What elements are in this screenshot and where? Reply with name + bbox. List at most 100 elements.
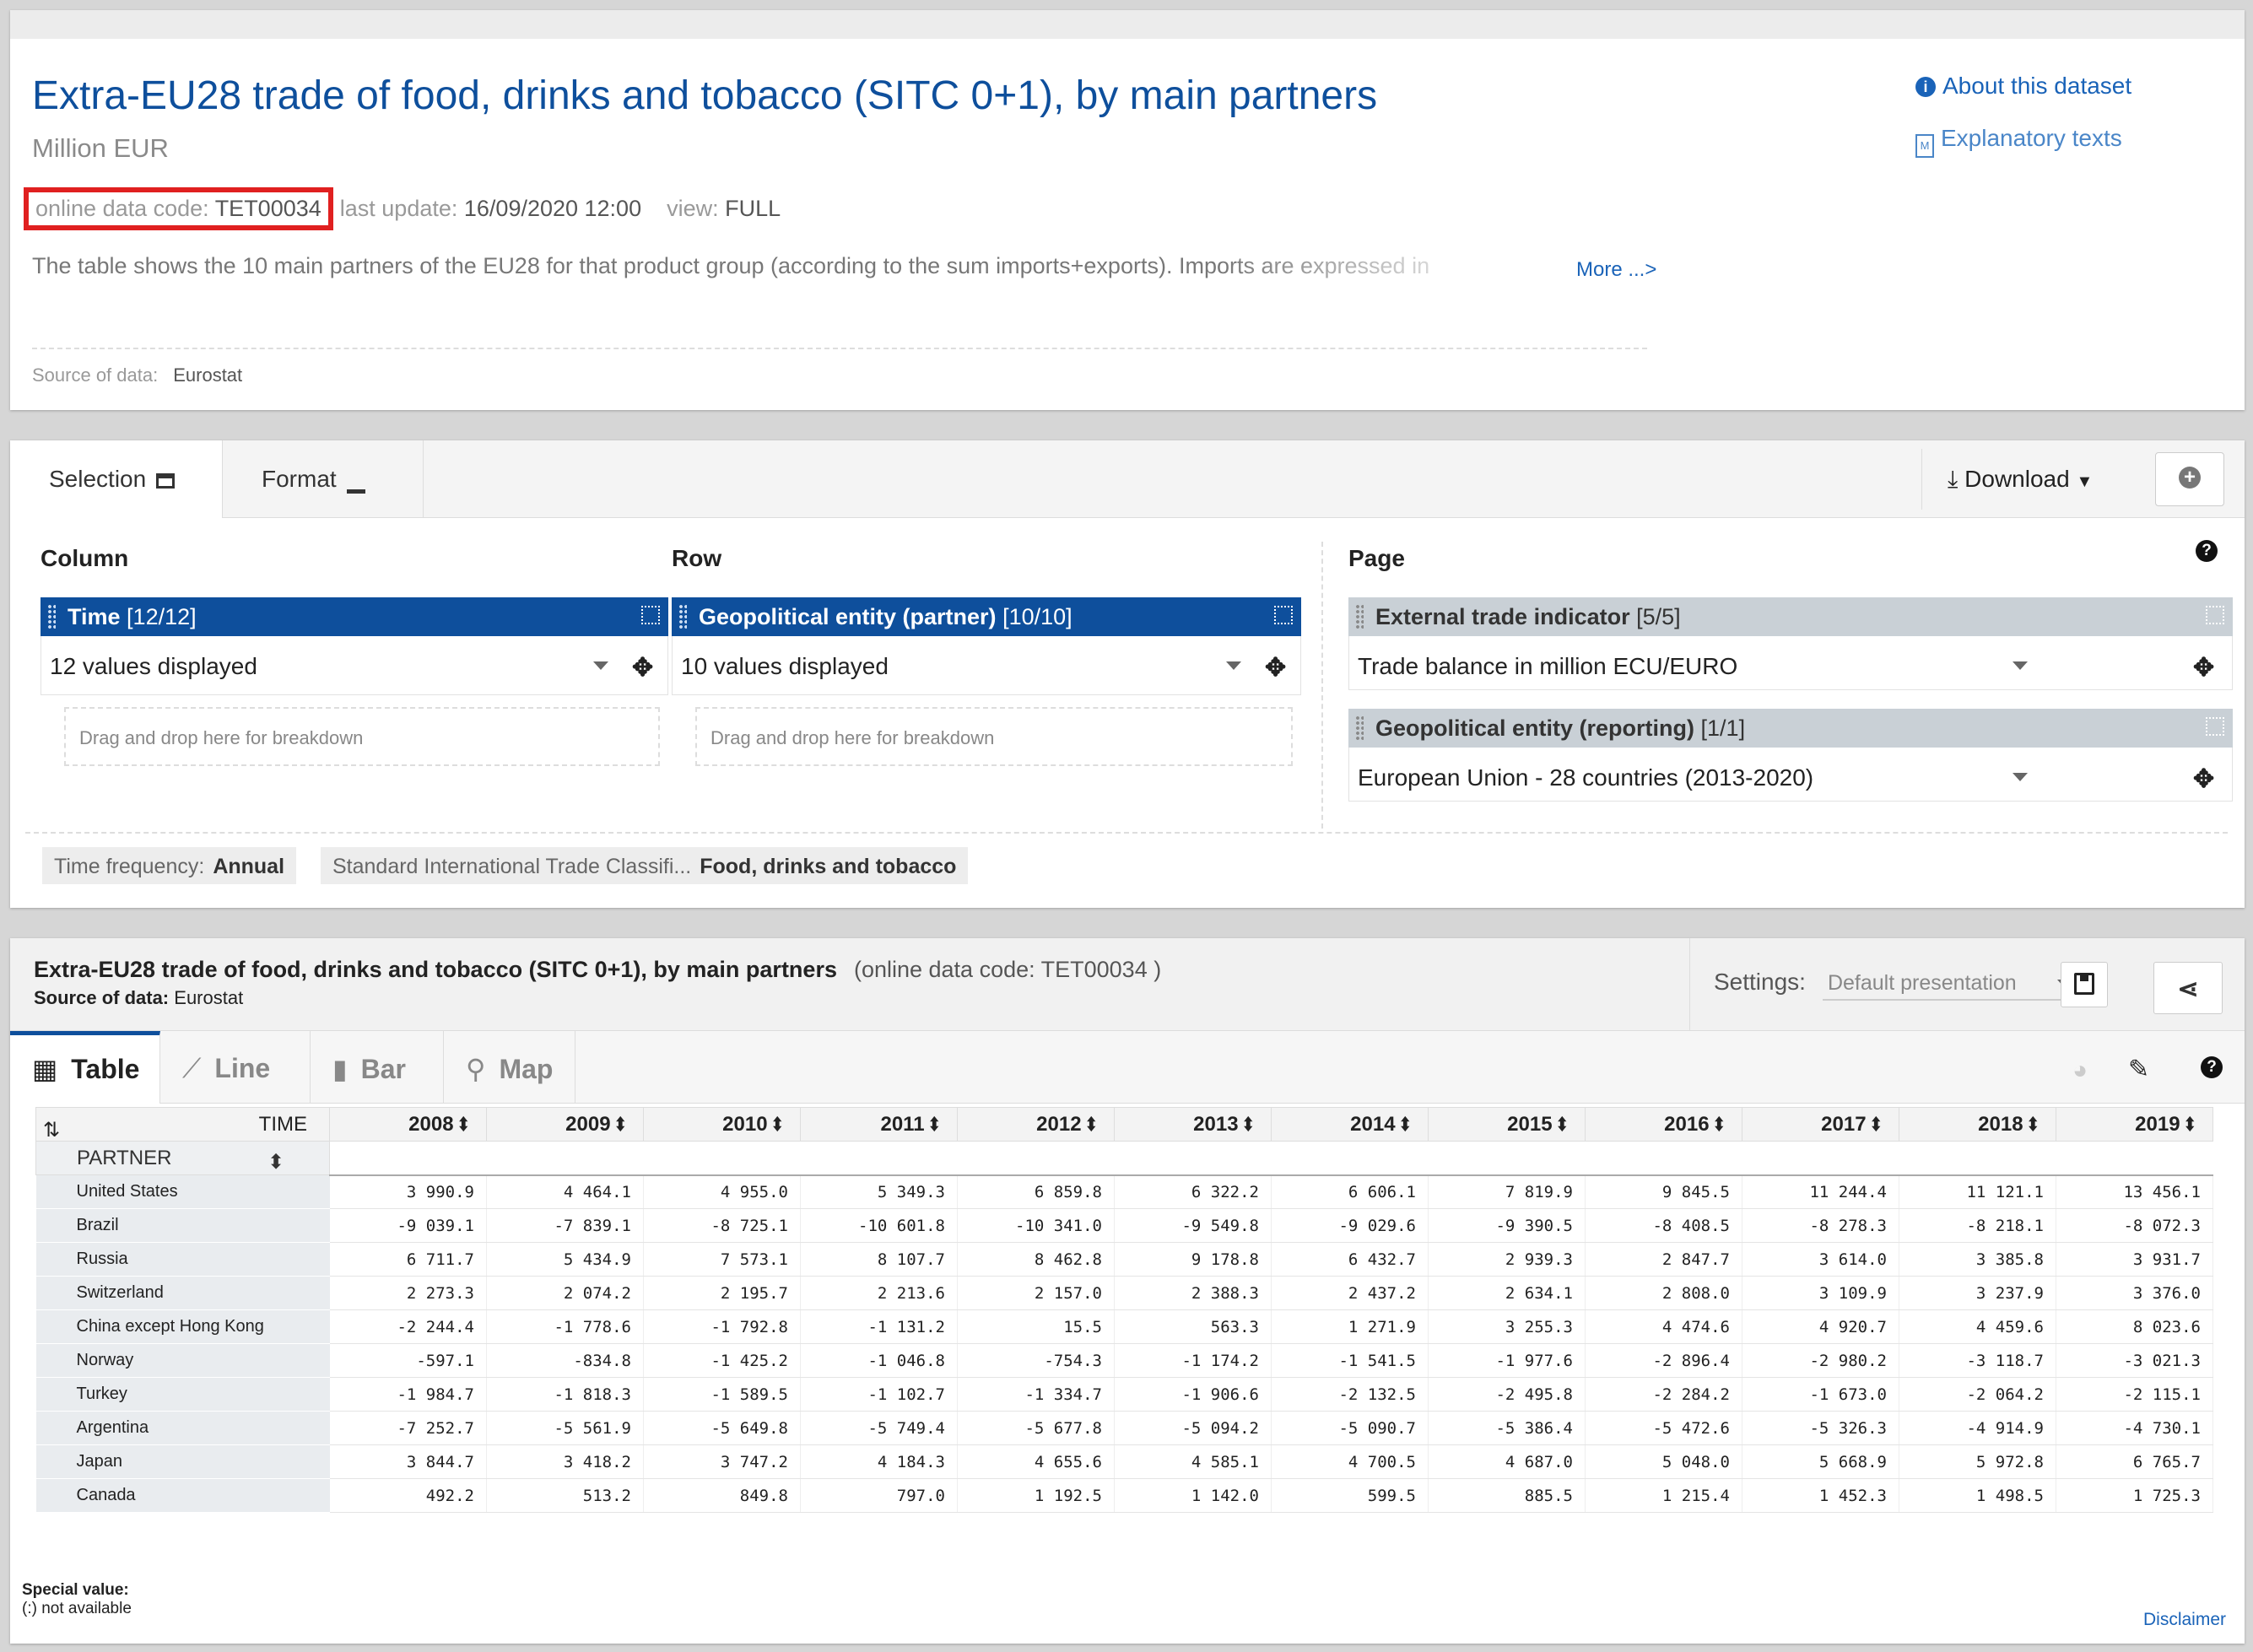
add-button[interactable]: + bbox=[2155, 452, 2224, 506]
time-dimension-header[interactable]: Time [12/12] bbox=[41, 597, 668, 636]
swap-axes-icon[interactable]: ⇅ bbox=[43, 1119, 61, 1142]
divider bbox=[32, 348, 1647, 349]
year-label: 2016 bbox=[1664, 1112, 1710, 1136]
partner-breakdown-dropzone[interactable]: Drag and drop here for breakdown bbox=[695, 707, 1293, 766]
presentation-select[interactable]: Default presentation bbox=[1822, 971, 2076, 1001]
year-header-2014[interactable]: 2014 ⬍ bbox=[1271, 1107, 1429, 1142]
help-icon[interactable]: ? bbox=[2196, 540, 2218, 562]
year-header-2015[interactable]: 2015 ⬍ bbox=[1428, 1107, 1586, 1142]
tab-map[interactable]: ⚲ Map bbox=[444, 1031, 575, 1104]
move-icon[interactable]: ✥ bbox=[632, 654, 654, 682]
time-header-cell: ⇅ TIME bbox=[35, 1107, 330, 1142]
chevron-down-icon[interactable] bbox=[1226, 661, 1241, 670]
download-button[interactable]: ⤓ Download ▼ bbox=[1921, 449, 2117, 510]
chevron-down-icon[interactable] bbox=[2013, 661, 2028, 670]
partner-values-dropdown[interactable]: 10 values displayed ✥ bbox=[672, 636, 1301, 695]
table-cell: -754.3 bbox=[957, 1343, 1115, 1378]
tab-bar[interactable]: ▮ Bar bbox=[311, 1031, 444, 1104]
sort-icon[interactable]: ⬍ bbox=[267, 1151, 285, 1174]
drag-handle-icon[interactable] bbox=[1355, 715, 1364, 741]
chevron-down-icon[interactable] bbox=[593, 661, 608, 670]
table-cell: 599.5 bbox=[1271, 1478, 1429, 1513]
select-all-icon[interactable] bbox=[2206, 606, 2224, 624]
indicator-select[interactable]: Trade balance in million ECU/EURO ✥ bbox=[1348, 636, 2233, 690]
sort-icon[interactable]: ⬍ bbox=[1555, 1113, 1569, 1135]
sitc-chip[interactable]: Standard International Trade Classifi...… bbox=[321, 847, 969, 884]
move-icon[interactable]: ✥ bbox=[2193, 765, 2215, 793]
info-icon: i bbox=[1915, 77, 1936, 97]
sort-icon[interactable]: ⬍ bbox=[927, 1113, 941, 1135]
brush-icon[interactable]: ✎ bbox=[2128, 1055, 2150, 1083]
indicator-dimension-name: External trade indicator bbox=[1375, 604, 1630, 629]
tab-format[interactable]: Format bbox=[223, 440, 424, 518]
about-dataset-link[interactable]: i About this dataset bbox=[1915, 73, 2131, 100]
table-cell: 3 614.0 bbox=[1742, 1242, 1899, 1277]
drag-handle-icon[interactable] bbox=[1355, 604, 1364, 629]
table-cell: 4 464.1 bbox=[486, 1174, 644, 1209]
sort-icon[interactable]: ⬍ bbox=[1712, 1113, 1726, 1135]
table-cell: 1 215.4 bbox=[1585, 1478, 1742, 1513]
save-button[interactable] bbox=[2061, 962, 2108, 1007]
explanatory-texts-link[interactable]: M Explanatory texts bbox=[1915, 125, 2122, 158]
year-header-2018[interactable]: 2018 ⬍ bbox=[1899, 1107, 2056, 1142]
sort-icon[interactable]: ⬍ bbox=[2183, 1113, 2196, 1135]
palette-icon[interactable]: ◕ bbox=[2072, 1056, 2088, 1084]
year-header-2009[interactable]: 2009 ⬍ bbox=[486, 1107, 644, 1142]
sort-icon[interactable]: ⬍ bbox=[1398, 1113, 1412, 1135]
more-link[interactable]: More ...> bbox=[1576, 258, 1657, 281]
sort-icon[interactable]: ⬍ bbox=[770, 1113, 784, 1135]
table-cell: 6 859.8 bbox=[957, 1174, 1115, 1209]
move-icon[interactable]: ✥ bbox=[2193, 654, 2215, 682]
drag-handle-icon[interactable] bbox=[678, 604, 687, 629]
table-cell: 6 322.2 bbox=[1114, 1174, 1272, 1209]
partner-label: China except Hong Kong bbox=[35, 1309, 330, 1344]
time-breakdown-dropzone[interactable]: Drag and drop here for breakdown bbox=[64, 707, 660, 766]
chevron-down-icon[interactable] bbox=[2013, 773, 2028, 781]
partner-dimension-header[interactable]: Geopolitical entity (partner) [10/10] bbox=[672, 597, 1301, 636]
select-all-icon[interactable] bbox=[2206, 717, 2224, 736]
tab-line[interactable]: ⟋ Line bbox=[160, 1031, 311, 1104]
select-all-icon[interactable] bbox=[1274, 606, 1293, 624]
select-all-icon[interactable] bbox=[641, 606, 660, 624]
sort-icon[interactable]: ⬍ bbox=[1241, 1113, 1255, 1135]
sort-icon[interactable]: ⬍ bbox=[457, 1113, 470, 1135]
partner-label: Brazil bbox=[35, 1208, 330, 1243]
year-header-2008[interactable]: 2008 ⬍ bbox=[329, 1107, 487, 1142]
move-icon[interactable]: ✥ bbox=[1265, 654, 1287, 682]
disclaimer-link[interactable]: Disclaimer bbox=[2143, 1610, 2227, 1629]
sort-icon[interactable]: ⬍ bbox=[1869, 1113, 1883, 1135]
sort-icon[interactable]: ⬍ bbox=[613, 1113, 627, 1135]
year-header-2012[interactable]: 2012 ⬍ bbox=[957, 1107, 1115, 1142]
table-cell: 4 687.0 bbox=[1428, 1444, 1586, 1479]
help-icon[interactable]: ? bbox=[2201, 1056, 2223, 1078]
reporting-select[interactable]: European Union - 28 countries (2013-2020… bbox=[1348, 748, 2233, 802]
year-header-2013[interactable]: 2013 ⬍ bbox=[1114, 1107, 1272, 1142]
sort-icon[interactable]: ⬍ bbox=[2026, 1113, 2040, 1135]
year-label: 2015 bbox=[1507, 1112, 1553, 1136]
table-row: Russia 6 711.7 5 434.9 7 573.1 8 107.7 8 462.… bbox=[35, 1242, 2213, 1277]
time-frequency-chip[interactable]: Time frequency: Annual bbox=[42, 847, 297, 884]
indicator-dimension-header[interactable]: External trade indicator [5/5] bbox=[1348, 597, 2233, 636]
year-label: 2013 bbox=[1193, 1112, 1239, 1136]
sort-icon[interactable]: ⬍ bbox=[1084, 1113, 1098, 1135]
tab-map-label: Map bbox=[499, 1054, 554, 1084]
about-label: About this dataset bbox=[1942, 73, 2132, 99]
year-header-2019[interactable]: 2019 ⬍ bbox=[2056, 1107, 2213, 1142]
reporting-dimension-header[interactable]: Geopolitical entity (reporting) [1/1] bbox=[1348, 709, 2233, 748]
partner-label: Japan bbox=[35, 1444, 330, 1479]
year-header-2010[interactable]: 2010 ⬍ bbox=[643, 1107, 801, 1142]
year-label: 2012 bbox=[1036, 1112, 1082, 1136]
drag-handle-icon[interactable] bbox=[47, 604, 56, 629]
year-header-2011[interactable]: 2011 ⬍ bbox=[800, 1107, 958, 1142]
column-divider bbox=[1321, 542, 1323, 829]
explanatory-label: Explanatory texts bbox=[1941, 125, 2122, 151]
share-button[interactable]: ⋖ bbox=[2153, 962, 2223, 1014]
table-cell: -1 977.6 bbox=[1428, 1343, 1586, 1378]
year-header-2016[interactable]: 2016 ⬍ bbox=[1585, 1107, 1742, 1142]
year-header-2017[interactable]: 2017 ⬍ bbox=[1742, 1107, 1899, 1142]
time-values-dropdown[interactable]: 12 values displayed ✥ bbox=[41, 636, 668, 695]
tab-selection[interactable]: Selection bbox=[10, 440, 223, 518]
tab-table[interactable]: ▦ Table bbox=[10, 1031, 160, 1104]
partner-header-cell[interactable]: PARTNER ⬍ bbox=[35, 1141, 330, 1175]
table-cell: -5 094.2 bbox=[1114, 1411, 1272, 1445]
